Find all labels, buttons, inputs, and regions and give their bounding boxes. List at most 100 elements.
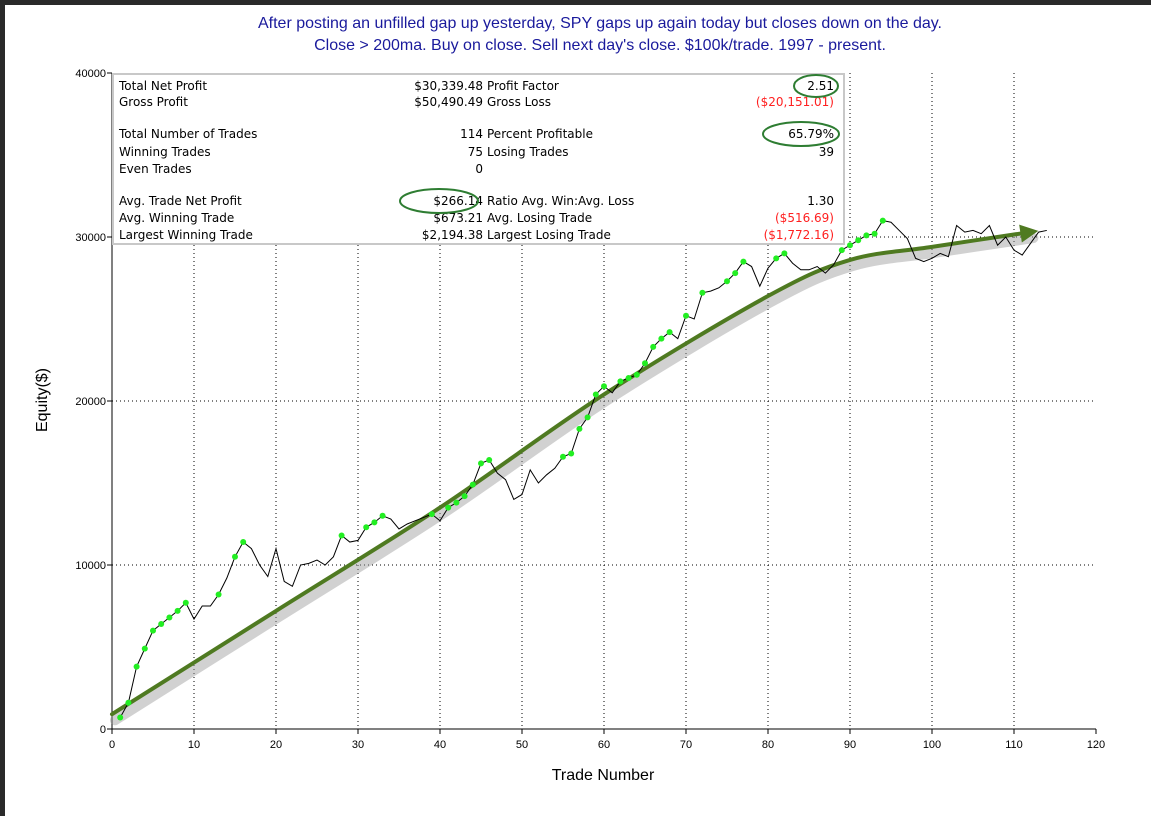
winning-trade-point (478, 460, 484, 467)
winning-trade-point (379, 512, 386, 519)
y-axis-label: Equity($) (34, 368, 51, 432)
x-tick-label: 80 (762, 739, 774, 751)
winning-trade-point (486, 457, 493, 464)
winning-trade-point (125, 699, 132, 706)
winning-trade-markers (117, 217, 886, 721)
stat-label: Profit Factor (487, 79, 559, 93)
winning-trade-point (879, 217, 886, 224)
winning-trade-point (182, 599, 189, 606)
winning-trade-point (781, 250, 788, 257)
winning-trade-point (469, 481, 476, 488)
winning-trade-point (445, 504, 452, 511)
winning-trade-point (584, 414, 591, 421)
winning-trade-point (338, 532, 345, 539)
winning-trade-point (215, 591, 222, 598)
y-tick-label: 40000 (75, 68, 106, 80)
x-tick-label: 60 (598, 739, 610, 751)
winning-trade-point (871, 230, 878, 237)
highlight-oval (762, 121, 840, 147)
winning-trade-point (683, 312, 689, 319)
performance-summary-box: Total Net Profit $30,339.48 Profit Factor 2… (112, 73, 845, 245)
winning-trade-point (453, 499, 460, 506)
winning-trade-point (838, 247, 845, 254)
stat-label: Largest Losing Trade (487, 228, 611, 242)
winning-trade-point (855, 237, 862, 244)
y-tick-label: 0 (100, 724, 106, 736)
stat-value: $30,339.48 (414, 79, 483, 93)
winning-trade-point (658, 335, 665, 342)
winning-trade-point (141, 645, 148, 652)
winning-trade-point (576, 425, 583, 432)
winning-trade-point (642, 360, 648, 367)
x-tick-label: 100 (923, 739, 941, 751)
chart-title: After posting an unfilled gap up yesterd… (258, 15, 942, 32)
y-tick-label: 30000 (75, 232, 106, 244)
stat-label: Avg. Losing Trade (487, 211, 592, 225)
winning-trade-point (461, 493, 468, 500)
trend-arrow (110, 224, 1039, 726)
y-tick-label: 10000 (75, 560, 106, 572)
highlight-oval (793, 74, 839, 98)
x-tick-label: 70 (680, 739, 692, 751)
stat-value: $266.14 (433, 194, 483, 208)
winning-trade-point (592, 391, 599, 398)
stat-value: 114 (460, 127, 483, 141)
stat-label: Even Trades (119, 162, 192, 176)
winning-trade-point (133, 663, 140, 670)
x-tick-label: 10 (188, 739, 200, 751)
winning-trade-point (724, 278, 730, 285)
stat-value: 2.51 (807, 79, 834, 93)
stat-value: $673.21 (433, 211, 483, 225)
stat-label: Total Net Profit (118, 79, 207, 93)
winning-trade-point (166, 614, 173, 621)
trend-arrow-line (110, 230, 1033, 717)
stat-label: Largest Winning Trade (119, 228, 253, 242)
stat-value: ($20,151.01) (756, 95, 834, 109)
stat-label: Losing Trades (487, 145, 569, 159)
winning-trade-point (666, 329, 673, 336)
winning-trade-point (601, 383, 607, 390)
winning-trade-point (117, 714, 124, 721)
winning-trade-point (863, 232, 870, 239)
winning-trade-point (568, 450, 575, 457)
y-tick-label: 20000 (75, 396, 106, 408)
x-tick-label: 30 (352, 739, 364, 751)
x-tick-label: 50 (516, 739, 528, 751)
winning-trade-point (371, 519, 378, 526)
winning-trade-point (699, 289, 706, 296)
winning-trade-point (847, 242, 853, 249)
winning-trade-point (232, 553, 238, 560)
stat-value: 65.79% (788, 127, 834, 141)
stat-value: ($1,772.16) (764, 228, 834, 242)
highlight-oval (399, 188, 479, 214)
grid-lines (112, 73, 1096, 729)
winning-trade-point (150, 627, 156, 634)
equity-line (119, 220, 1047, 718)
winning-trade-point (428, 511, 435, 518)
winning-trade-point (732, 270, 739, 277)
stat-label: Avg. Winning Trade (119, 211, 234, 225)
winning-trade-point (633, 371, 640, 378)
stat-label: Gross Loss (487, 95, 551, 109)
summary-box-background (112, 73, 845, 245)
x-tick-label: 120 (1087, 739, 1105, 751)
x-tick-label: 40 (434, 739, 446, 751)
x-axis-label: Trade Number (552, 767, 655, 784)
equity-series (119, 220, 1047, 718)
stat-value: $50,490.49 (414, 95, 483, 109)
winning-trade-point (174, 607, 181, 614)
stat-value: $2,194.38 (422, 228, 483, 242)
x-tick-label: 20 (270, 739, 282, 751)
stat-label: Total Number of Trades (118, 127, 257, 141)
trend-arrow-shadow (110, 233, 1039, 726)
winning-trade-point (560, 453, 566, 460)
trend-arrow-head (1019, 224, 1039, 243)
winning-trade-point (617, 378, 624, 385)
winning-trade-point (773, 255, 780, 262)
x-tick-label: 90 (844, 739, 856, 751)
winning-trade-point (740, 258, 747, 265)
stat-value: 75 (468, 145, 483, 159)
winning-trade-point (240, 539, 247, 546)
